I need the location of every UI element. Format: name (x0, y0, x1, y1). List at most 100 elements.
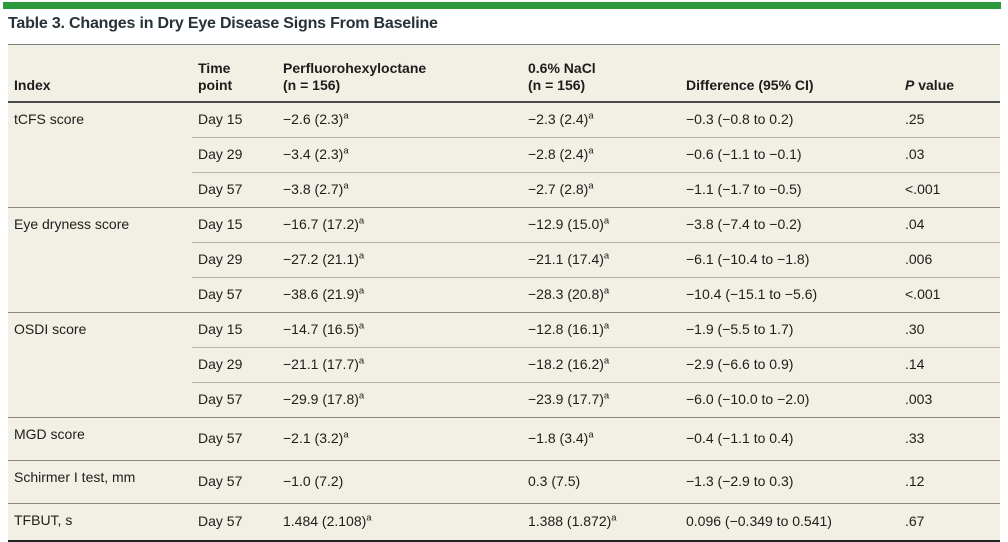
table-row: Schirmer I test, mm Day 57 −1.0 (7.2) 0.3 (… (8, 459, 1000, 503)
footnote-marker: a (358, 215, 365, 227)
table-header: Index Time point Perfluorohexyloctane (n = 1… (8, 44, 1000, 103)
perfluorohexyloctane-value-cell: −1.0 (7.2) (277, 459, 522, 503)
footnote-marker: a (588, 145, 594, 157)
footnote-marker: a (343, 110, 349, 122)
nacl-value-cell: −12.9 (15.0)a (522, 206, 680, 242)
table-row: tCFS score Day 15 −2.6 (2.3)a −2.3 (2.4)a −0… (8, 102, 1000, 138)
time-point-cell: Day 57 (192, 171, 277, 207)
difference-cell: −10.4 (−15.1 to −5.6) (680, 276, 899, 312)
nacl-value-cell: −21.1 (17.4)a (522, 241, 680, 277)
perfluorohexyloctane-value-cell: −2.6 (2.3)a (283, 110, 349, 127)
perfluorohexyloctane-value-cell: −21.1 (17.7)a (277, 346, 522, 382)
footnote-marker: a (603, 215, 610, 227)
perfluorohexyloctane-value-cell: 1.484 (2.108)a (277, 502, 522, 541)
perfluorohexyloctane-value-cell: −3.8 (2.7)a (277, 171, 522, 207)
difference-cell: −1.9 (−5.5 to 1.7) (680, 311, 899, 347)
footnote-marker: a (603, 355, 610, 367)
table-head-row: Index Time point Perfluorohexyloctane (n = 1… (8, 44, 1000, 103)
col-header-perfluorohexyloctane: Perfluorohexyloctane (n = 156) (277, 44, 522, 103)
footnote-marker: a (358, 320, 365, 332)
footnote-marker: a (588, 110, 594, 122)
footnote-marker: a (358, 390, 365, 402)
nacl-value-cell: −23.9 (17.7)a (522, 381, 680, 417)
time-point-cell: Day 29 (192, 136, 277, 172)
accent-bar (3, 2, 1001, 9)
difference-cell: −1.1 (−1.7 to −0.5) (680, 171, 899, 207)
nacl-value-cell: −28.3 (20.8)a (522, 276, 680, 312)
table-row: Day 29 −3.4 (2.3)a −2.8 (2.4)a −0.6 (−1.1 t… (8, 136, 1000, 172)
table-body: tCFS score Day 15 −2.6 (2.3)a −2.3 (2.4)a −0… (8, 102, 1000, 541)
time-point-cell: Day 15 (192, 311, 277, 347)
nacl-value-cell: −12.8 (16.1)a (522, 311, 680, 347)
difference-cell: −0.6 (−1.1 to −0.1) (680, 136, 899, 172)
time-point-cell: Day 57 (192, 276, 277, 312)
time-point-cell: Day 57 (192, 502, 277, 541)
footnote-marker: a (603, 390, 610, 402)
p-value-cell: .006 (899, 241, 1000, 277)
perfluorohexyloctane-value-cell: −2.1 (3.2)a (277, 416, 522, 460)
table-row: TFBUT, s Day 57 1.484 (2.108)a 1.388 (1.872… (8, 502, 1000, 541)
difference-cell: −0.3 (−0.8 to 0.2) (686, 111, 794, 127)
table-row: Eye dryness score Day 15 −16.7 (17.2)a −12.… (8, 206, 1000, 312)
perfluorohexyloctane-value-cell: −29.9 (17.8)a (277, 381, 522, 417)
p-value-cell: .30 (899, 311, 1000, 347)
difference-cell: −0.4 (−1.1 to 0.4) (680, 416, 899, 460)
difference-cell: −6.0 (−10.0 to −2.0) (680, 381, 899, 417)
footnote-marker: a (603, 320, 610, 332)
p-value-cell: .33 (899, 416, 1000, 460)
p-value-cell: <.001 (899, 171, 1000, 207)
table-container: Index Time point Perfluorohexyloctane (n = 1… (8, 44, 1000, 542)
col-header-time-point: Time point (192, 44, 277, 103)
table-row: OSDI score Day 15 −14.7 (16.5)a −12.8 (16.1… (8, 311, 1000, 417)
nacl-value-cell: −18.2 (16.2)a (522, 346, 680, 382)
index-cell: TFBUT, s (8, 502, 192, 541)
p-value-cell: .14 (899, 346, 1000, 382)
footnote-marker: a (588, 180, 594, 192)
difference-cell: −6.1 (−10.4 to −1.8) (680, 241, 899, 277)
col-header-nacl: 0.6% NaCl (n = 156) (522, 44, 680, 103)
nacl-value-cell: −2.8 (2.4)a (522, 136, 680, 172)
footnote-marker: a (358, 250, 365, 262)
p-value-cell: .04 (899, 206, 1000, 242)
time-point-cell: Day 57 (192, 416, 277, 460)
nacl-value-cell: 0.3 (7.5) (522, 459, 680, 503)
table-row: Day 29 −27.2 (21.1)a −21.1 (17.4)a −6.1 (−1… (8, 241, 1000, 277)
col-header-index: Index (8, 44, 192, 103)
difference-cell: −1.3 (−2.9 to 0.3) (680, 459, 899, 503)
footnote-marker: a (358, 355, 365, 367)
col-header-difference: Difference (95% CI) (680, 44, 899, 103)
nacl-value-cell: 1.388 (1.872)a (522, 502, 680, 541)
p-value-cell: .003 (899, 381, 1000, 417)
table-row: MGD score Day 57 −2.1 (3.2)a −1.8 (3.4)a −0.… (8, 416, 1000, 460)
table-row: Day 29 −21.1 (17.7)a −18.2 (16.2)a −2.9 (−6… (8, 346, 1000, 382)
p-value-cell: <.001 (899, 276, 1000, 312)
dry-eye-signs-table: Index Time point Perfluorohexyloctane (n = 1… (8, 44, 1000, 542)
footnote-marker: a (343, 429, 349, 441)
p-value-cell: .67 (899, 502, 1000, 541)
p-value-cell: .12 (899, 459, 1000, 503)
nacl-value-cell: −2.3 (2.4)a (528, 110, 594, 127)
table-row: Day 57 −38.6 (21.9)a −28.3 (20.8)a −10.4 (−… (8, 276, 1000, 312)
perfluorohexyloctane-value-cell: −16.7 (17.2)a (277, 206, 522, 242)
time-point-cell: Day 15 (192, 206, 277, 242)
footnote-marker: a (343, 180, 349, 192)
table-row: Day 57 −3.8 (2.7)a −2.7 (2.8)a −1.1 (−1.7 t… (8, 171, 1000, 207)
footnote-marker: a (343, 145, 349, 157)
footnote-marker: a (358, 285, 365, 297)
difference-cell: −2.9 (−6.6 to 0.9) (680, 346, 899, 382)
index-cell: tCFS score (14, 110, 85, 127)
p-value-cell: .25 (905, 111, 925, 127)
nacl-value-cell: −1.8 (3.4)a (522, 416, 680, 460)
perfluorohexyloctane-value-cell: −27.2 (21.1)a (277, 241, 522, 277)
col-header-p-value: P value (899, 44, 1000, 103)
index-cell: Schirmer I test, mm (8, 459, 192, 503)
footnote-marker: a (588, 429, 594, 441)
index-cell: Eye dryness score (8, 206, 192, 312)
difference-cell: 0.096 (−0.349 to 0.541) (680, 502, 899, 541)
index-cell: MGD score (8, 416, 192, 460)
time-point-cell: Day 57 (192, 381, 277, 417)
footnote-marker: a (611, 512, 617, 524)
index-cell: OSDI score (8, 311, 192, 417)
perfluorohexyloctane-value-cell: −14.7 (16.5)a (277, 311, 522, 347)
table-row: Day 57 −29.9 (17.8)a −23.9 (17.7)a −6.0 (−1… (8, 381, 1000, 417)
